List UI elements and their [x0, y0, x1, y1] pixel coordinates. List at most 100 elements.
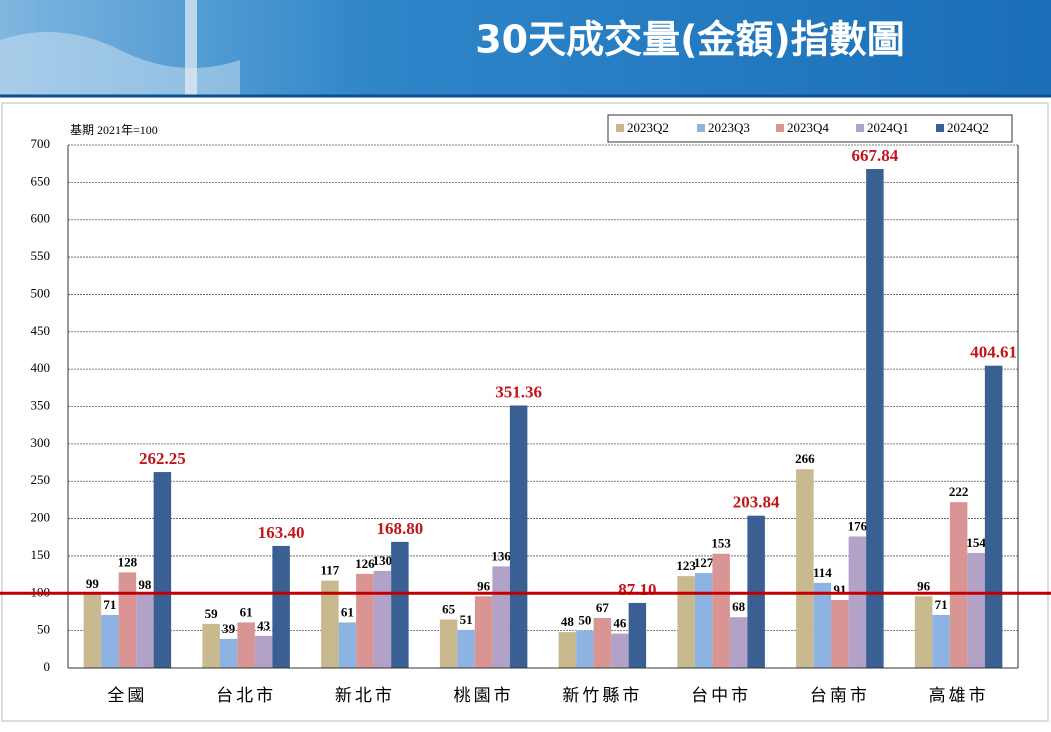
data-label: 176 — [848, 518, 868, 533]
x-tick-label: 高雄市 — [929, 686, 989, 705]
bar — [219, 638, 238, 668]
y-tick-label: 700 — [31, 136, 51, 151]
bar — [729, 617, 748, 668]
bar — [677, 576, 695, 668]
bar — [848, 536, 867, 668]
data-label: 71 — [935, 597, 948, 612]
bar — [712, 553, 730, 668]
x-tick-label: 台南市 — [810, 686, 870, 705]
bar — [373, 570, 392, 668]
x-tick-label: 台北市 — [216, 686, 276, 705]
legend-swatch — [616, 124, 624, 132]
bar — [254, 635, 273, 668]
data-label: 222 — [949, 484, 969, 499]
data-label: 61 — [240, 604, 253, 619]
bar — [576, 630, 594, 668]
x-tick-label: 新北市 — [335, 686, 395, 705]
data-label: 351.36 — [495, 382, 542, 401]
data-label: 51 — [460, 612, 473, 627]
data-label: 67 — [596, 600, 610, 615]
data-label: 65 — [442, 601, 456, 616]
y-tick-label: 450 — [31, 323, 51, 338]
data-label: 203.84 — [733, 493, 780, 512]
legend-box — [607, 114, 1013, 143]
data-label: 154 — [966, 535, 986, 550]
bar — [457, 629, 475, 668]
y-tick-label: 100 — [31, 584, 51, 599]
bar — [272, 545, 290, 668]
bar — [984, 365, 1003, 668]
y-tick-label: 300 — [31, 435, 51, 450]
bar — [136, 594, 154, 668]
bar — [101, 614, 119, 668]
bar — [593, 617, 612, 668]
data-label: 163.40 — [258, 523, 305, 542]
data-label: 99 — [86, 576, 100, 591]
data-label: 87.10 — [618, 580, 656, 599]
data-label: 98 — [138, 577, 152, 592]
legend-swatch — [936, 124, 944, 132]
bar — [474, 596, 493, 668]
data-label: 123 — [676, 558, 696, 573]
bar — [83, 594, 102, 668]
bar — [967, 552, 985, 668]
data-label: 117 — [320, 563, 339, 578]
data-label: 59 — [205, 606, 219, 621]
data-label: 136 — [491, 548, 511, 563]
data-label: 126 — [355, 556, 375, 571]
y-tick-label: 500 — [31, 285, 51, 300]
x-tick-label: 新竹縣市 — [562, 686, 642, 705]
bar — [866, 169, 884, 668]
data-label: 68 — [732, 599, 746, 614]
bar — [321, 580, 339, 668]
bar — [509, 405, 528, 668]
legend-swatch — [776, 124, 784, 132]
y-tick-label: 350 — [31, 397, 51, 412]
bar — [492, 566, 510, 668]
legend-swatch — [697, 124, 705, 132]
y-tick-label: 250 — [31, 472, 51, 487]
data-label: 667.84 — [852, 146, 899, 165]
bar — [694, 573, 713, 668]
x-tick-label: 台中市 — [691, 686, 751, 705]
legend-label: 2023Q4 — [787, 120, 829, 135]
bar — [237, 622, 255, 668]
bar — [949, 502, 968, 668]
bar — [439, 619, 458, 668]
data-label: 114 — [813, 565, 832, 580]
data-label: 127 — [694, 555, 714, 570]
data-label: 130 — [373, 553, 393, 568]
header-decoration — [185, 0, 197, 96]
legend-label: 2024Q1 — [867, 120, 909, 135]
bar — [356, 573, 374, 668]
bar — [796, 469, 814, 668]
data-label: 71 — [103, 597, 116, 612]
x-tick-label: 全國 — [107, 686, 147, 705]
chart-title: 30天成交量(金額)指數圖 — [475, 18, 905, 62]
data-label: 262.25 — [139, 449, 186, 468]
data-label: 61 — [341, 604, 354, 619]
y-tick-label: 50 — [37, 622, 50, 637]
chart-frame — [1, 102, 1049, 722]
header-decoration — [0, 32, 240, 96]
y-tick-label: 550 — [31, 248, 51, 263]
data-label: 168.80 — [377, 519, 424, 538]
bar — [813, 582, 832, 668]
data-label: 50 — [578, 613, 591, 628]
bar — [628, 602, 647, 668]
data-label: 128 — [118, 554, 138, 569]
legend-label: 2024Q2 — [947, 120, 989, 135]
y-tick-label: 200 — [31, 510, 51, 525]
data-label: 266 — [795, 451, 815, 466]
data-label: 43 — [257, 618, 271, 633]
legend-swatch — [856, 124, 864, 132]
bar — [932, 614, 950, 668]
data-label: 96 — [477, 578, 491, 593]
data-label: 153 — [711, 536, 731, 551]
y-tick-label: 400 — [31, 360, 51, 375]
bar — [391, 541, 409, 668]
bar — [914, 596, 933, 668]
bar — [611, 633, 629, 668]
